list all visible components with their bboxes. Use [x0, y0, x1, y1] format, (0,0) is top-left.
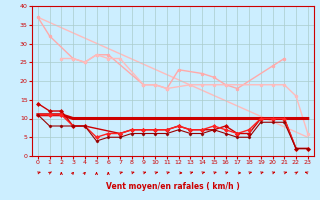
X-axis label: Vent moyen/en rafales ( km/h ): Vent moyen/en rafales ( km/h ) — [106, 182, 240, 191]
